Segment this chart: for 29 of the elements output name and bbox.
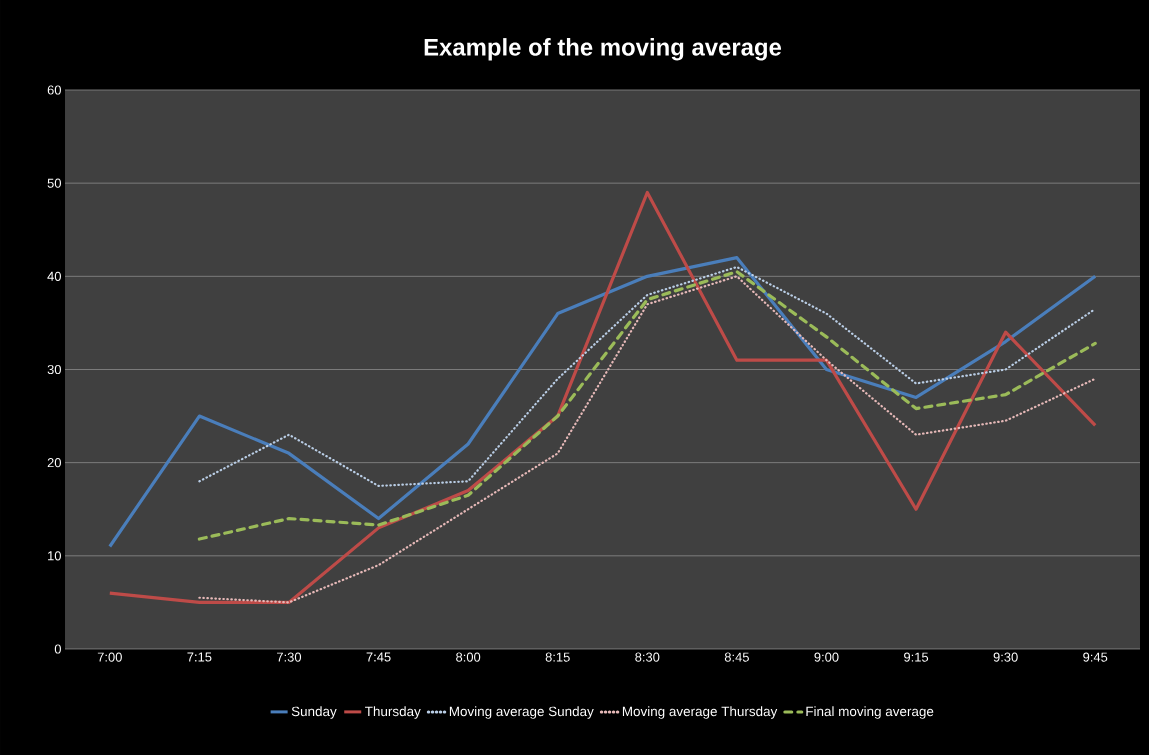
y-tick-label: 20	[47, 458, 61, 468]
x-tick-label: 8:45	[724, 652, 749, 662]
y-tick-label: 40	[47, 271, 61, 281]
x-tick-label: 9:30	[993, 652, 1018, 662]
x-tick-label: 7:15	[187, 652, 212, 662]
chart-title: Example of the moving average	[424, 38, 782, 61]
x-tick-label: 8:30	[635, 652, 660, 662]
x-tick-label: 7:00	[97, 652, 122, 662]
line-series	[108, 190, 1097, 604]
y-tick-label: 0	[54, 644, 61, 654]
x-tick-label: 9:45	[1083, 652, 1108, 662]
x-tick-label: 8:15	[545, 652, 570, 662]
line-series	[197, 270, 1097, 541]
line-series	[108, 256, 1097, 549]
x-tick-label: 8:00	[456, 652, 481, 662]
x-tick-label: 7:30	[277, 652, 302, 662]
legend-label: Moving average Sunday	[449, 706, 594, 719]
legend-label: Moving average Thursday	[622, 706, 778, 719]
legend-label: Thursday	[365, 706, 421, 719]
legend-label: Sunday	[291, 706, 337, 719]
y-tick-label: 10	[48, 551, 61, 561]
legend-label: Final moving average	[806, 706, 934, 719]
y-tick-label: 30	[47, 364, 61, 375]
x-tick-label: 9:00	[814, 652, 839, 662]
y-tick-label: 60	[47, 85, 61, 95]
x-tick-label: 9:15	[904, 652, 929, 662]
y-tick-label: 50	[47, 178, 61, 188]
x-tick-label: 7:45	[366, 652, 391, 662]
line-series	[198, 275, 1097, 604]
